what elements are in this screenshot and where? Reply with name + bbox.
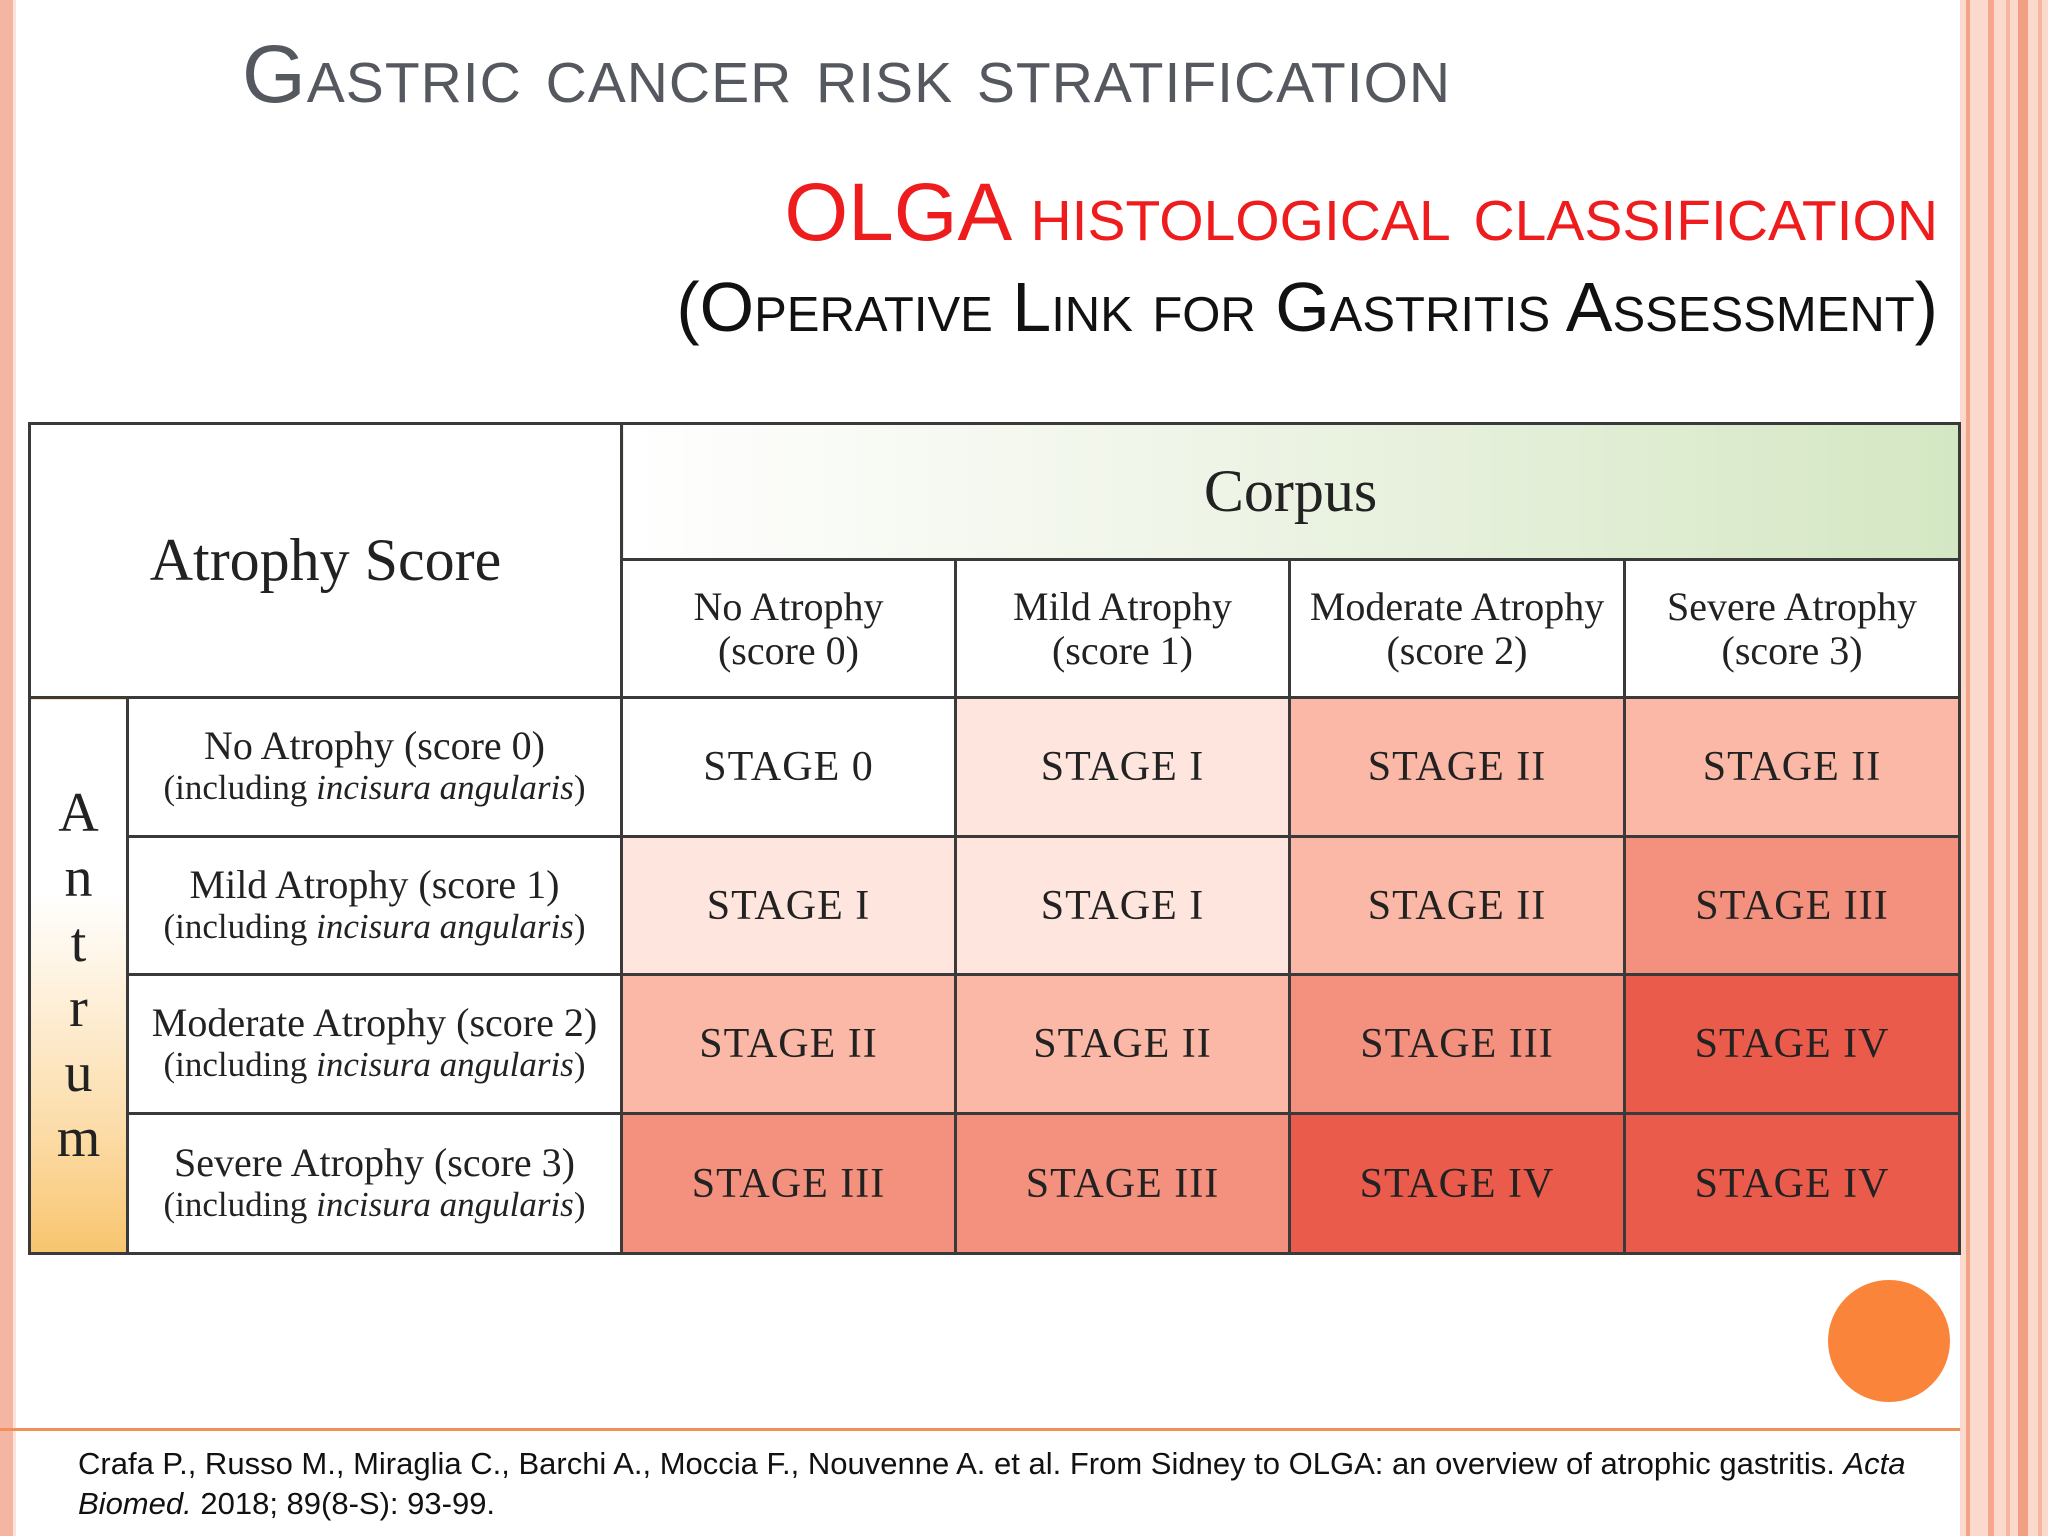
column-header-score: (score 2) xyxy=(1386,627,1528,673)
stage-cell: STAGE II xyxy=(1622,696,1962,838)
stage-cell: STAGE III xyxy=(954,1112,1291,1255)
stage-cell: STAGE IV xyxy=(1622,1112,1962,1255)
row-header: Mild Atrophy (score 1) (including incisu… xyxy=(126,835,623,976)
row-header: No Atrophy (score 0) (including incisura… xyxy=(126,696,623,838)
column-header-score: (score 1) xyxy=(1051,627,1194,673)
stage-cell: STAGE I xyxy=(620,835,957,976)
subtitle-line-1: OLGA histological classification xyxy=(676,168,1938,258)
row-header-sub: (including incisura angularis) xyxy=(163,1184,586,1224)
stage-cell: STAGE IV xyxy=(1288,1112,1626,1255)
slide-title: Gastric cancer risk stratification xyxy=(242,29,1452,120)
left-decorative-stripe xyxy=(0,0,13,1536)
decorative-orange-circle xyxy=(1828,1280,1950,1402)
right-decorative-band xyxy=(1960,0,2048,1536)
antrum-letter: t xyxy=(70,911,87,974)
column-header: Mild Atrophy (score 1) xyxy=(954,558,1291,699)
row-header-sub: (including incisura angularis) xyxy=(163,1045,586,1084)
antrum-label: A n t r u m xyxy=(28,696,129,1255)
antrum-letter: m xyxy=(56,1106,101,1169)
column-header: No Atrophy (score 0) xyxy=(620,558,957,699)
stage-cell: STAGE 0 xyxy=(620,696,957,838)
column-header-name: Moderate Atrophy xyxy=(1309,583,1605,629)
olga-staging-table: Atrophy Score Corpus No Atrophy (score 0… xyxy=(28,422,1962,1255)
footer-divider xyxy=(0,1428,1960,1431)
stage-cell: STAGE III xyxy=(620,1112,957,1255)
stage-cell: STAGE III xyxy=(1622,835,1962,976)
column-header-name: No Atrophy xyxy=(693,583,884,629)
atrophy-score-header: Atrophy Score xyxy=(28,422,623,699)
column-header: Severe Atrophy (score 3) xyxy=(1622,558,1962,699)
row-header-label: No Atrophy (score 0) xyxy=(203,723,546,768)
corpus-header: Corpus xyxy=(619,422,1962,561)
row-header: Severe Atrophy (score 3) (including inci… xyxy=(126,1112,623,1255)
left-decorative-stripe-inner xyxy=(13,0,16,1536)
antrum-letter: n xyxy=(64,846,93,909)
column-header-name: Mild Atrophy xyxy=(1013,583,1232,629)
column-header: Moderate Atrophy (score 2) xyxy=(1288,558,1626,699)
stage-cell: STAGE II xyxy=(1288,696,1626,838)
citation-text: Crafa P., Russo M., Miraglia C., Barchi … xyxy=(78,1446,1835,1481)
citation-journal: Acta Biomed. xyxy=(78,1446,1906,1521)
row-header-label: Severe Atrophy (score 3) xyxy=(174,1139,575,1185)
row-header-label: Mild Atrophy (score 1) xyxy=(189,861,560,907)
stage-cell: STAGE I xyxy=(954,696,1291,838)
stage-cell: STAGE II xyxy=(620,973,957,1115)
stage-cell: STAGE III xyxy=(1288,973,1626,1115)
column-header-score: (score 3) xyxy=(1721,627,1863,673)
antrum-letter: r xyxy=(69,976,88,1039)
reference-citation: Crafa P., Russo M., Miraglia C., Barchi … xyxy=(78,1444,1938,1524)
antrum-letter: A xyxy=(58,781,99,844)
stage-cell: STAGE I xyxy=(954,835,1291,976)
subtitle-classification: histological classification xyxy=(1030,167,1938,258)
row-header-label: Moderate Atrophy (score 2) xyxy=(151,1000,598,1045)
column-header-score: (score 0) xyxy=(717,627,860,673)
row-header: Moderate Atrophy (score 2) (including in… xyxy=(126,973,623,1115)
stage-cell: STAGE II xyxy=(1288,835,1626,976)
stage-cell: STAGE IV xyxy=(1622,973,1962,1115)
subtitle-line-2: (Operative Link for Gastritis Assessment… xyxy=(676,268,1938,346)
row-header-sub: (including incisura angularis) xyxy=(163,906,586,946)
olga-acronym: OLGA xyxy=(784,167,1008,258)
row-header-sub: (including incisura angularis) xyxy=(163,768,586,807)
stage-cell: STAGE II xyxy=(954,973,1291,1115)
column-header-name: Severe Atrophy xyxy=(1667,583,1917,629)
antrum-letter: u xyxy=(64,1041,93,1104)
citation-details: 2018; 89(8-S): 93-99. xyxy=(200,1486,496,1521)
slide-subtitle: OLGA histological classification (Operat… xyxy=(676,168,1938,352)
